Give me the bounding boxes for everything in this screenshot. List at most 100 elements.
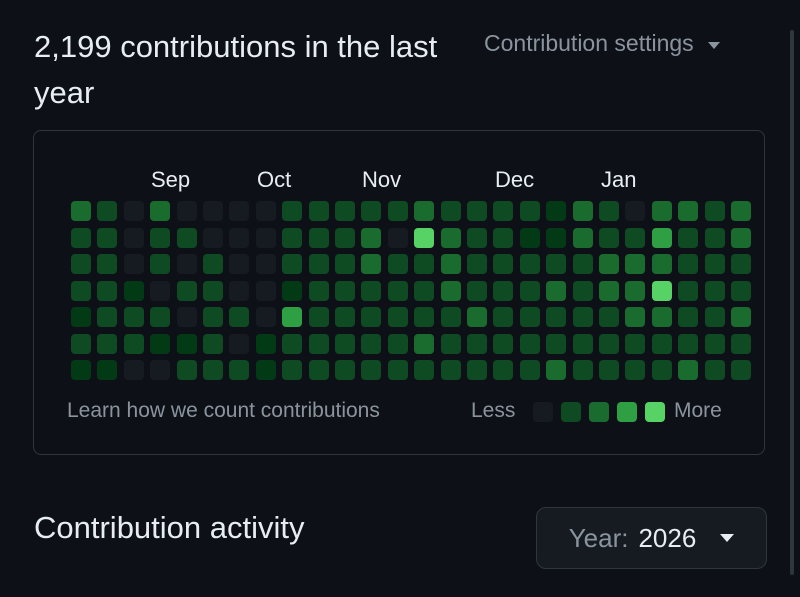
- contribution-day-cell[interactable]: [678, 201, 699, 221]
- contribution-day-cell[interactable]: [731, 307, 751, 327]
- contribution-day-cell[interactable]: [440, 254, 461, 274]
- contribution-day-cell[interactable]: [229, 227, 250, 248]
- contribution-day-cell[interactable]: [546, 360, 567, 380]
- contribution-day-cell[interactable]: [572, 280, 593, 301]
- contribution-day-cell[interactable]: [150, 227, 171, 248]
- contribution-day-cell[interactable]: [493, 333, 514, 354]
- contribution-day-cell[interactable]: [71, 280, 91, 301]
- contribution-day-cell[interactable]: [361, 254, 382, 274]
- contribution-day-cell[interactable]: [651, 254, 672, 274]
- contribution-day-cell[interactable]: [387, 333, 408, 354]
- contribution-day-cell[interactable]: [651, 280, 672, 301]
- contribution-day-cell[interactable]: [440, 280, 461, 301]
- contribution-day-cell[interactable]: [123, 360, 144, 380]
- contribution-day-cell[interactable]: [731, 254, 751, 274]
- contribution-day-cell[interactable]: [572, 307, 593, 327]
- contribution-day-cell[interactable]: [731, 333, 751, 354]
- contribution-day-cell[interactable]: [414, 333, 435, 354]
- contribution-day-cell[interactable]: [440, 227, 461, 248]
- contribution-day-cell[interactable]: [361, 307, 382, 327]
- contribution-day-cell[interactable]: [519, 254, 540, 274]
- contribution-day-cell[interactable]: [387, 254, 408, 274]
- contribution-day-cell[interactable]: [387, 201, 408, 221]
- contribution-day-cell[interactable]: [308, 333, 329, 354]
- contribution-day-cell[interactable]: [97, 360, 118, 380]
- contribution-day-cell[interactable]: [150, 307, 171, 327]
- contribution-day-cell[interactable]: [123, 254, 144, 274]
- contribution-settings-dropdown[interactable]: Contribution settings: [484, 30, 720, 57]
- contribution-day-cell[interactable]: [467, 227, 487, 248]
- contribution-day-cell[interactable]: [572, 254, 593, 274]
- contribution-day-cell[interactable]: [704, 227, 725, 248]
- contribution-day-cell[interactable]: [625, 254, 646, 274]
- contribution-day-cell[interactable]: [467, 360, 487, 380]
- contribution-day-cell[interactable]: [546, 227, 567, 248]
- contribution-day-cell[interactable]: [414, 201, 435, 221]
- contribution-day-cell[interactable]: [150, 333, 171, 354]
- contribution-day-cell[interactable]: [440, 201, 461, 221]
- contribution-day-cell[interactable]: [519, 307, 540, 327]
- contribution-day-cell[interactable]: [467, 280, 487, 301]
- contribution-day-cell[interactable]: [704, 201, 725, 221]
- contribution-day-cell[interactable]: [176, 280, 197, 301]
- contribution-day-cell[interactable]: [651, 227, 672, 248]
- contribution-day-cell[interactable]: [203, 280, 223, 301]
- contribution-day-cell[interactable]: [282, 227, 303, 248]
- contribution-day-cell[interactable]: [704, 307, 725, 327]
- contribution-day-cell[interactable]: [361, 227, 382, 248]
- contribution-day-cell[interactable]: [71, 201, 91, 221]
- contribution-day-cell[interactable]: [123, 227, 144, 248]
- contribution-day-cell[interactable]: [361, 333, 382, 354]
- contribution-day-cell[interactable]: [255, 307, 276, 327]
- contribution-day-cell[interactable]: [678, 307, 699, 327]
- contribution-day-cell[interactable]: [335, 227, 355, 248]
- contribution-day-cell[interactable]: [519, 280, 540, 301]
- contribution-day-cell[interactable]: [546, 333, 567, 354]
- contribution-day-cell[interactable]: [731, 360, 751, 380]
- contribution-day-cell[interactable]: [335, 201, 355, 221]
- contribution-day-cell[interactable]: [97, 201, 118, 221]
- contribution-day-cell[interactable]: [731, 280, 751, 301]
- contribution-day-cell[interactable]: [282, 360, 303, 380]
- contribution-day-cell[interactable]: [150, 254, 171, 274]
- contribution-day-cell[interactable]: [625, 227, 646, 248]
- contribution-day-cell[interactable]: [150, 201, 171, 221]
- contribution-day-cell[interactable]: [123, 333, 144, 354]
- contribution-day-cell[interactable]: [546, 254, 567, 274]
- contribution-day-cell[interactable]: [440, 360, 461, 380]
- contribution-day-cell[interactable]: [176, 333, 197, 354]
- contribution-day-cell[interactable]: [282, 254, 303, 274]
- contribution-day-cell[interactable]: [599, 360, 619, 380]
- contribution-day-cell[interactable]: [361, 360, 382, 380]
- contribution-day-cell[interactable]: [282, 201, 303, 221]
- contribution-day-cell[interactable]: [572, 360, 593, 380]
- contribution-day-cell[interactable]: [519, 360, 540, 380]
- contribution-day-cell[interactable]: [546, 280, 567, 301]
- contribution-day-cell[interactable]: [493, 201, 514, 221]
- contribution-day-cell[interactable]: [308, 307, 329, 327]
- contribution-day-cell[interactable]: [123, 307, 144, 327]
- contribution-day-cell[interactable]: [572, 333, 593, 354]
- contribution-day-cell[interactable]: [71, 333, 91, 354]
- contribution-day-cell[interactable]: [414, 254, 435, 274]
- contribution-day-cell[interactable]: [229, 280, 250, 301]
- contribution-day-cell[interactable]: [123, 280, 144, 301]
- contribution-day-cell[interactable]: [97, 227, 118, 248]
- contribution-day-cell[interactable]: [599, 307, 619, 327]
- contribution-day-cell[interactable]: [493, 254, 514, 274]
- contribution-day-cell[interactable]: [71, 360, 91, 380]
- contribution-day-cell[interactable]: [335, 307, 355, 327]
- contribution-day-cell[interactable]: [255, 254, 276, 274]
- contribution-day-cell[interactable]: [176, 307, 197, 327]
- contribution-day-cell[interactable]: [176, 227, 197, 248]
- contribution-day-cell[interactable]: [97, 254, 118, 274]
- scrollbar[interactable]: [790, 30, 794, 575]
- contribution-day-cell[interactable]: [387, 280, 408, 301]
- contribution-day-cell[interactable]: [493, 227, 514, 248]
- contribution-day-cell[interactable]: [467, 254, 487, 274]
- contribution-day-cell[interactable]: [440, 333, 461, 354]
- contribution-day-cell[interactable]: [97, 307, 118, 327]
- contribution-day-cell[interactable]: [255, 333, 276, 354]
- contribution-day-cell[interactable]: [678, 333, 699, 354]
- contribution-day-cell[interactable]: [71, 254, 91, 274]
